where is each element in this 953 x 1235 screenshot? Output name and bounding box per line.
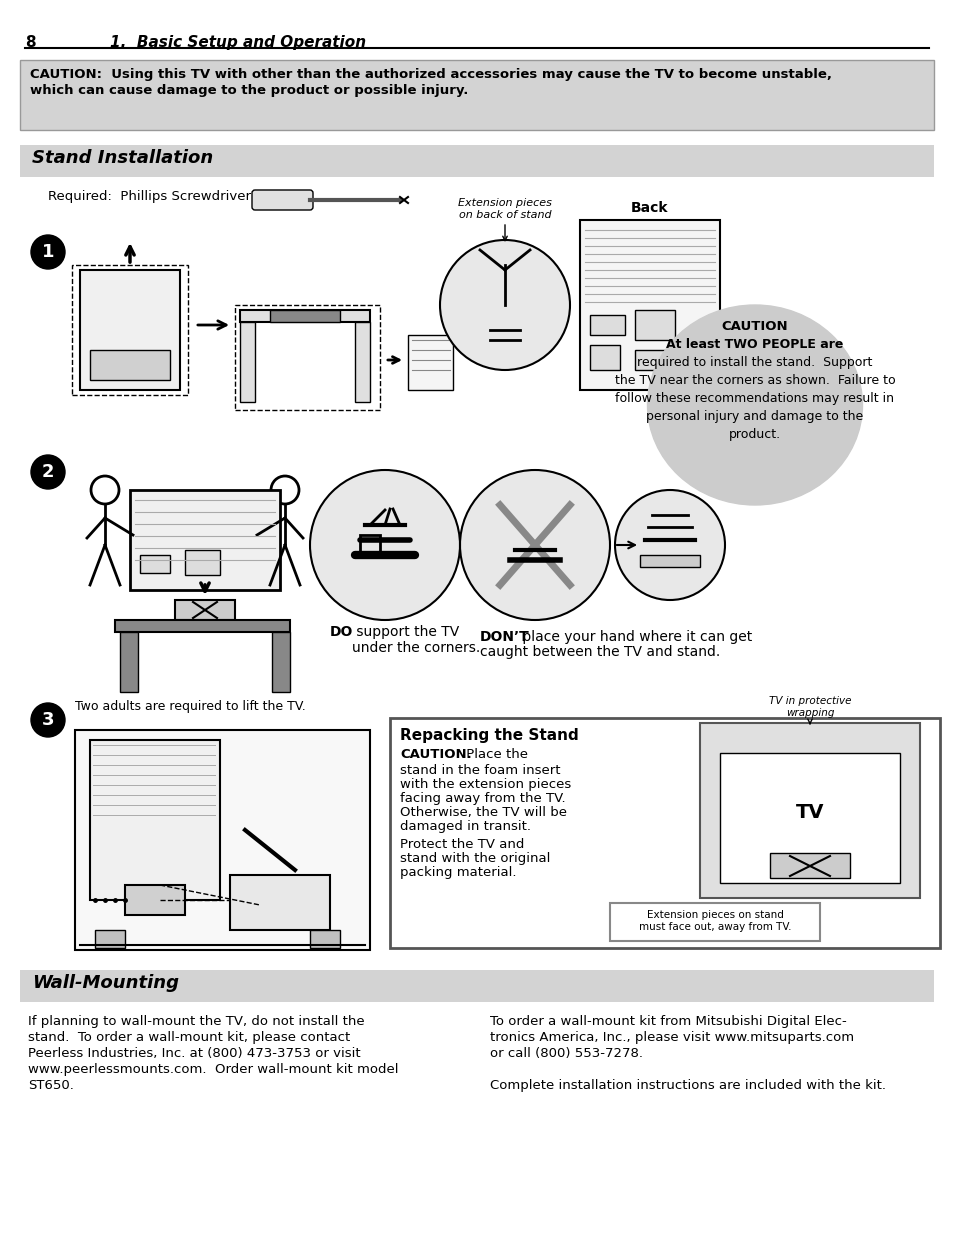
Bar bbox=[90, 350, 170, 380]
Text: ST650.: ST650. bbox=[28, 1079, 73, 1092]
Text: Place the: Place the bbox=[461, 748, 527, 761]
Bar bbox=[769, 853, 849, 878]
Text: To order a wall-mount kit from Mitsubishi Digital Elec-: To order a wall-mount kit from Mitsubish… bbox=[490, 1015, 846, 1028]
Bar bbox=[95, 930, 125, 948]
Ellipse shape bbox=[647, 305, 862, 505]
Bar bbox=[359, 535, 379, 555]
Text: Stand Installation: Stand Installation bbox=[32, 149, 213, 167]
Circle shape bbox=[30, 235, 65, 269]
Bar bbox=[310, 930, 339, 948]
Text: Back: Back bbox=[631, 201, 668, 215]
Circle shape bbox=[615, 490, 724, 600]
Text: required to install the stand.  Support: required to install the stand. Support bbox=[637, 356, 872, 369]
Circle shape bbox=[439, 240, 569, 370]
Bar bbox=[120, 632, 138, 692]
Bar bbox=[20, 969, 933, 1002]
Bar bbox=[140, 555, 170, 573]
Bar bbox=[130, 490, 280, 590]
Bar bbox=[90, 740, 220, 900]
Text: facing away from the TV.: facing away from the TV. bbox=[399, 792, 565, 805]
Text: personal injury and damage to the: personal injury and damage to the bbox=[646, 410, 862, 424]
Text: Protect the TV and: Protect the TV and bbox=[399, 839, 524, 851]
Bar bbox=[80, 270, 180, 390]
Bar bbox=[115, 620, 290, 632]
Text: Peerless Industries, Inc. at (800) 473-3753 or visit: Peerless Industries, Inc. at (800) 473-3… bbox=[28, 1047, 360, 1060]
Bar bbox=[71, 266, 188, 395]
Text: DO: DO bbox=[330, 625, 353, 638]
Bar bbox=[125, 885, 185, 915]
Circle shape bbox=[459, 471, 609, 620]
Text: 1: 1 bbox=[42, 243, 54, 261]
Text: support the TV
under the corners.: support the TV under the corners. bbox=[352, 625, 479, 656]
Bar bbox=[270, 310, 339, 322]
Text: stand in the foam insert: stand in the foam insert bbox=[399, 764, 560, 777]
Bar bbox=[408, 335, 453, 390]
Bar bbox=[234, 305, 379, 410]
Bar bbox=[230, 876, 330, 930]
Bar bbox=[635, 350, 669, 370]
Text: or call (800) 553-7278.: or call (800) 553-7278. bbox=[490, 1047, 642, 1060]
Text: follow these recommendations may result in: follow these recommendations may result … bbox=[615, 391, 894, 405]
Bar bbox=[609, 903, 820, 941]
Text: Otherwise, the TV will be: Otherwise, the TV will be bbox=[399, 806, 566, 819]
Text: TV in protective
wrapping: TV in protective wrapping bbox=[768, 697, 850, 718]
Bar bbox=[20, 61, 933, 130]
Bar bbox=[589, 315, 624, 335]
Text: Extension pieces
on back of stand: Extension pieces on back of stand bbox=[457, 199, 552, 220]
Bar bbox=[240, 322, 254, 403]
Text: tronics America, Inc., please visit www.mitsuparts.com: tronics America, Inc., please visit www.… bbox=[490, 1031, 853, 1044]
Circle shape bbox=[30, 454, 65, 489]
Text: place your hand where it can get: place your hand where it can get bbox=[517, 630, 752, 643]
Text: the TV near the corners as shown.  Failure to: the TV near the corners as shown. Failur… bbox=[614, 374, 894, 387]
Circle shape bbox=[30, 703, 65, 737]
Text: packing material.: packing material. bbox=[399, 866, 516, 879]
Text: If planning to wall-mount the TV, do not install the: If planning to wall-mount the TV, do not… bbox=[28, 1015, 364, 1028]
Bar bbox=[639, 555, 700, 567]
Text: 1.  Basic Setup and Operation: 1. Basic Setup and Operation bbox=[110, 35, 366, 49]
Text: CAUTION.: CAUTION. bbox=[399, 748, 471, 761]
Bar bbox=[700, 722, 919, 898]
Text: damaged in transit.: damaged in transit. bbox=[399, 820, 531, 832]
Text: 3: 3 bbox=[42, 711, 54, 729]
Text: with the extension pieces: with the extension pieces bbox=[399, 778, 571, 790]
Text: At least TWO PEOPLE are: At least TWO PEOPLE are bbox=[665, 338, 842, 351]
Bar bbox=[272, 632, 290, 692]
Text: TV: TV bbox=[795, 804, 823, 823]
Text: 2: 2 bbox=[42, 463, 54, 480]
Bar bbox=[720, 753, 899, 883]
Text: stand.  To order a wall-mount kit, please contact: stand. To order a wall-mount kit, please… bbox=[28, 1031, 350, 1044]
Text: Complete installation instructions are included with the kit.: Complete installation instructions are i… bbox=[490, 1079, 885, 1092]
FancyBboxPatch shape bbox=[252, 190, 313, 210]
Bar bbox=[20, 144, 933, 177]
Text: which can cause damage to the product or possible injury.: which can cause damage to the product or… bbox=[30, 84, 468, 98]
Text: DON’T: DON’T bbox=[479, 630, 529, 643]
Bar bbox=[589, 345, 619, 370]
Text: CAUTION:  Using this TV with other than the authorized accessories may cause the: CAUTION: Using this TV with other than t… bbox=[30, 68, 831, 82]
Text: www.peerlessmounts.com.  Order wall-mount kit model: www.peerlessmounts.com. Order wall-mount… bbox=[28, 1063, 398, 1076]
Bar bbox=[635, 310, 675, 340]
Text: 8: 8 bbox=[25, 35, 35, 49]
Text: CAUTION: CAUTION bbox=[720, 320, 787, 333]
Bar bbox=[174, 600, 234, 620]
Text: Extension pieces on stand
must face out, away from TV.: Extension pieces on stand must face out,… bbox=[639, 910, 790, 931]
Bar bbox=[185, 550, 220, 576]
Text: Repacking the Stand: Repacking the Stand bbox=[399, 727, 578, 743]
Bar bbox=[75, 730, 370, 950]
Bar bbox=[355, 322, 370, 403]
Text: Wall-Mounting: Wall-Mounting bbox=[32, 974, 179, 992]
Bar bbox=[240, 310, 370, 322]
Text: Two adults are required to lift the TV.: Two adults are required to lift the TV. bbox=[75, 700, 305, 713]
Text: product.: product. bbox=[728, 429, 781, 441]
Text: Required:  Phillips Screwdriver: Required: Phillips Screwdriver bbox=[48, 190, 251, 203]
Bar bbox=[579, 220, 720, 390]
Circle shape bbox=[310, 471, 459, 620]
Bar bbox=[390, 718, 939, 948]
Text: caught between the TV and stand.: caught between the TV and stand. bbox=[479, 645, 720, 659]
Text: stand with the original: stand with the original bbox=[399, 852, 550, 864]
